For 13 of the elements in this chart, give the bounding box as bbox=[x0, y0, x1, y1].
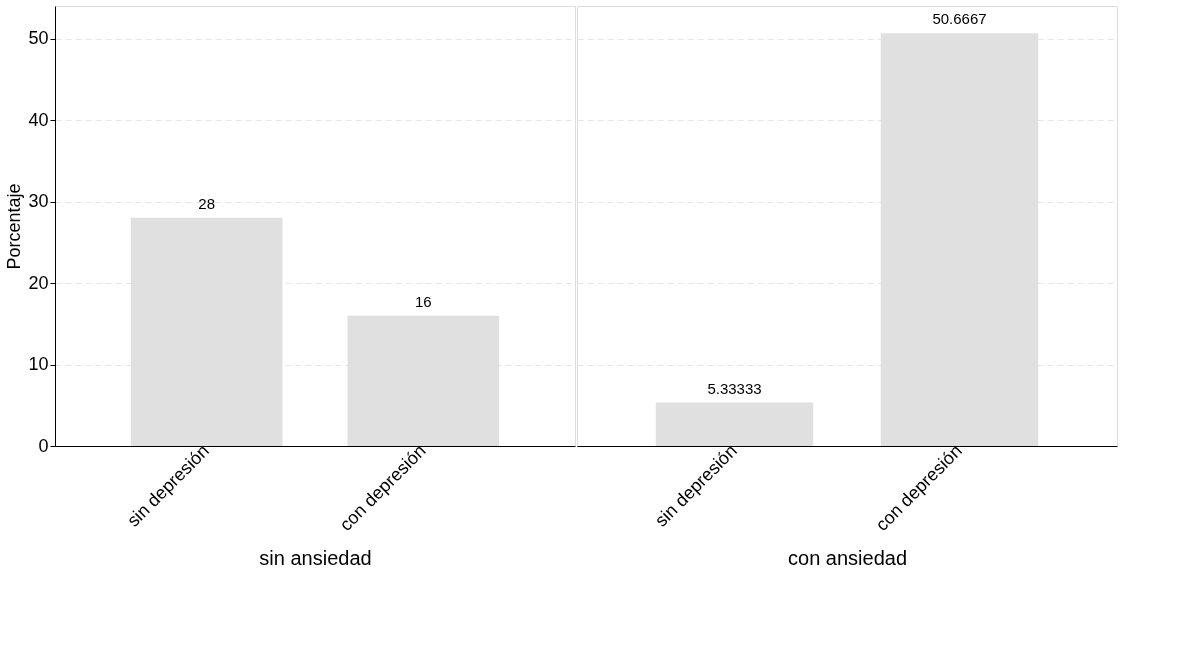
y-tick-label: 10 bbox=[28, 354, 49, 375]
data-label: 16 bbox=[414, 292, 432, 310]
y-axis-title: Porcentaje bbox=[4, 183, 25, 270]
y-tick-label: 0 bbox=[38, 435, 49, 456]
x-axis-title: sin ansiedad bbox=[259, 546, 372, 569]
data-label: 50.6667 bbox=[932, 10, 987, 28]
y-tick-label: 30 bbox=[28, 191, 49, 212]
x-axis-title: con ansiedad bbox=[788, 546, 907, 569]
data-label: 5.33333 bbox=[707, 379, 762, 397]
y-tick-label: 50 bbox=[28, 28, 49, 49]
y-tick-label: 40 bbox=[28, 109, 49, 130]
y-tick-label: 20 bbox=[28, 272, 49, 293]
data-label: 28 bbox=[198, 194, 216, 212]
